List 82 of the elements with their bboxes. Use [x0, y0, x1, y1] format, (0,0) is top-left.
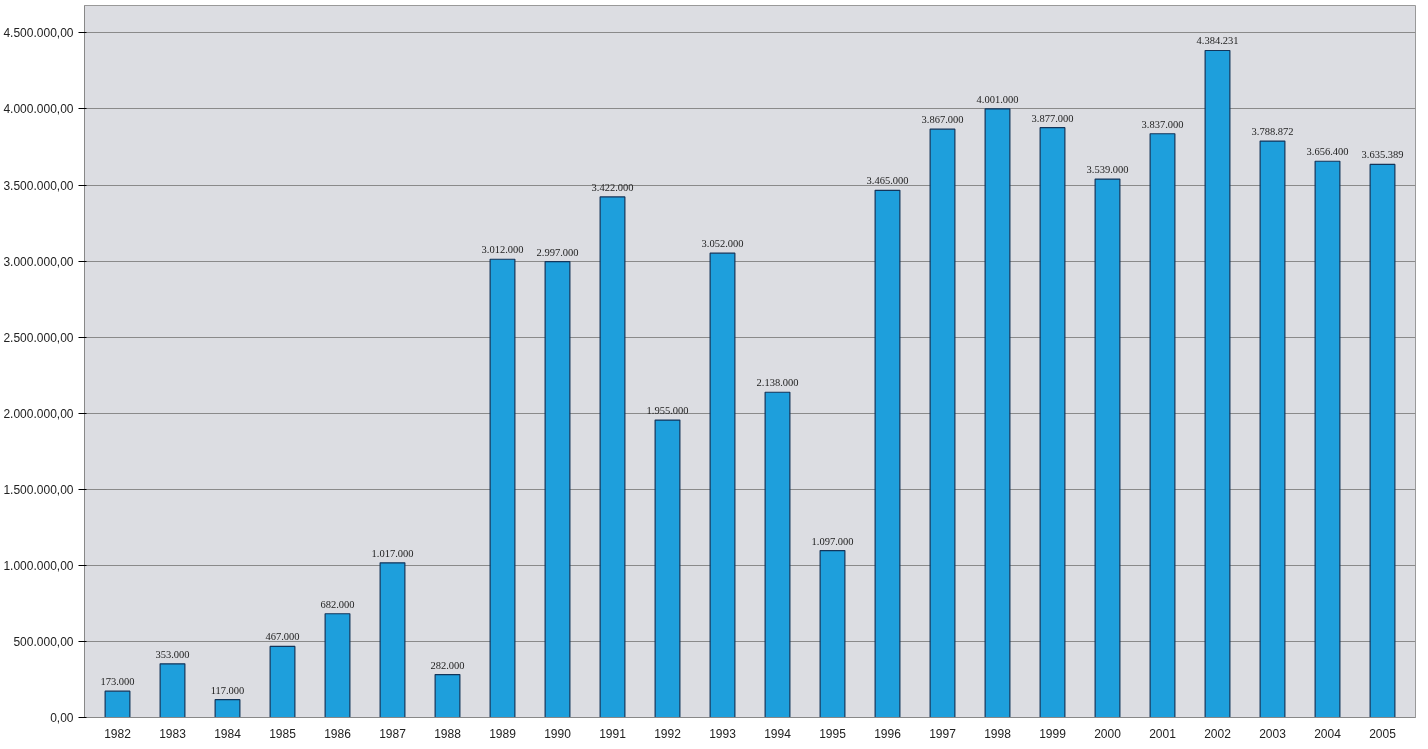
- data-label: 3.788.872: [1251, 126, 1294, 138]
- x-tick-label: 1986: [324, 726, 352, 741]
- bar: [764, 391, 791, 718]
- data-label: 2.138.000: [756, 377, 799, 389]
- bar: [984, 108, 1011, 718]
- x-tick-label: 2001: [1149, 726, 1177, 741]
- x-tick-label: 1985: [269, 726, 297, 741]
- bar: [874, 189, 901, 718]
- bar: [1259, 140, 1286, 718]
- y-tick-label: 500.000,00: [13, 634, 74, 649]
- bar: [324, 613, 351, 718]
- data-label: 3.877.000: [1031, 112, 1074, 124]
- x-tick-label: 1997: [929, 726, 957, 741]
- y-tick-label: 4.000.000,00: [3, 102, 74, 117]
- y-tick-label: 1.500.000,00: [3, 482, 74, 497]
- data-label: 117.000: [210, 684, 245, 696]
- x-tick-label: 2000: [1094, 726, 1122, 741]
- y-tick-label: 2.000.000,00: [3, 406, 74, 421]
- bar: [489, 258, 516, 718]
- bar: [1314, 160, 1341, 718]
- y-tick-label: 3.000.000,00: [3, 254, 74, 269]
- y-tick-label: 2.500.000,00: [3, 330, 74, 345]
- bar: [1369, 163, 1396, 718]
- y-tick-label: 1.000.000,00: [3, 558, 74, 573]
- x-tick-label: 1983: [159, 726, 187, 741]
- x-tick-label: 1996: [874, 726, 902, 741]
- bar: [159, 663, 186, 718]
- data-label: 2.997.000: [536, 246, 579, 258]
- data-label: 4.384.231: [1196, 35, 1239, 47]
- data-label: 3.465.000: [866, 175, 909, 187]
- x-tick-label: 1999: [1039, 726, 1067, 741]
- bar: [654, 419, 681, 718]
- y-tick-label: 0,00: [50, 711, 74, 725]
- x-tick-label: 1995: [819, 726, 847, 741]
- data-label: 353.000: [155, 648, 190, 660]
- data-label: 3.656.400: [1306, 146, 1349, 158]
- data-label: 682.000: [320, 598, 355, 610]
- data-label: 3.012.000: [481, 244, 524, 256]
- data-label: 4.001.000: [976, 93, 1019, 105]
- x-tick-label: 1993: [709, 726, 737, 741]
- bar: [599, 196, 626, 718]
- bar: [379, 562, 406, 718]
- x-tick-label: 1989: [489, 726, 517, 741]
- x-tick-label: 1984: [214, 726, 242, 741]
- x-tick-label: 1992: [654, 726, 682, 741]
- bar: [214, 699, 241, 718]
- bar: [104, 690, 131, 718]
- y-tick-label: 4.500.000,00: [3, 26, 74, 41]
- data-label: 1.017.000: [371, 547, 414, 559]
- x-tick-label: 1987: [379, 726, 407, 741]
- data-label: 282.000: [430, 659, 465, 671]
- x-tick-label: 2002: [1204, 726, 1232, 741]
- data-label: 173.000: [100, 676, 135, 688]
- bar: [269, 645, 296, 718]
- y-tick-label: 3.500.000,00: [3, 178, 74, 193]
- data-label: 3.867.000: [921, 114, 964, 126]
- bar: [434, 674, 461, 718]
- data-label: 467.000: [265, 631, 300, 643]
- x-tick-label: 1988: [434, 726, 462, 741]
- x-tick-label: 1991: [599, 726, 627, 741]
- bar: [929, 128, 956, 718]
- bar: [1204, 49, 1231, 718]
- data-label: 3.539.000: [1086, 164, 1129, 176]
- data-label: 3.052.000: [701, 238, 744, 250]
- bar: [1149, 133, 1176, 718]
- x-tick-label: 1990: [544, 726, 572, 741]
- data-label: 3.837.000: [1141, 118, 1184, 130]
- x-tick-label: 1994: [764, 726, 792, 741]
- data-label: 3.635.389: [1361, 149, 1404, 161]
- data-label: 3.422.000: [591, 181, 634, 193]
- bar: [1039, 127, 1066, 718]
- x-tick-label: 1998: [984, 726, 1012, 741]
- bar: [544, 260, 571, 718]
- x-tick-label: 2004: [1314, 726, 1342, 741]
- data-label: 1.955.000: [646, 405, 689, 417]
- x-tick-label: 2003: [1259, 726, 1287, 741]
- x-tick-label: 1982: [104, 726, 132, 741]
- data-label: 1.097.000: [811, 535, 854, 547]
- bar: [709, 252, 736, 718]
- bar: [1094, 178, 1121, 718]
- x-tick-label: 2005: [1369, 726, 1397, 741]
- bar: [819, 550, 846, 718]
